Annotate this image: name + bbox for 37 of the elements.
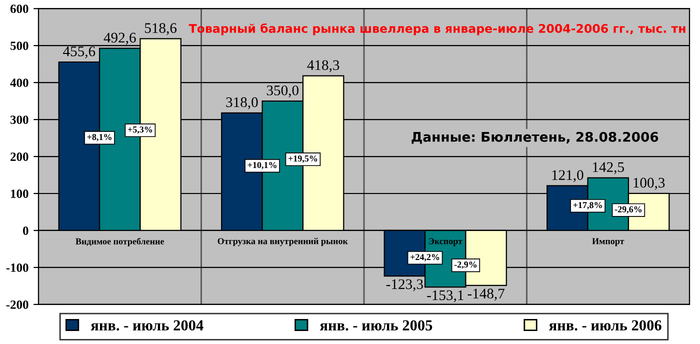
- annotation: +8,1%: [87, 134, 112, 142]
- legend-label: янв. - июль 2004: [90, 320, 204, 331]
- data-label: 142,5: [593, 162, 624, 174]
- data-label: 100,3: [634, 178, 665, 190]
- data-label: 418,3: [307, 60, 340, 72]
- data-label: -123,3: [386, 279, 423, 292]
- data-label: -148,7: [468, 288, 504, 301]
- y-tick-label: 400: [10, 78, 28, 88]
- x-tick-label: Отгрузка на внутренний рынок: [218, 238, 348, 246]
- annotation: +24,2%: [410, 254, 440, 262]
- annotation: +5,3%: [128, 126, 152, 134]
- annotation: -29,6%: [614, 206, 642, 214]
- legend-label: янв. - июль 2005: [320, 320, 432, 331]
- annotation: +10,1%: [248, 162, 276, 170]
- y-tick-label: 300: [10, 116, 28, 124]
- annotation: +19,5%: [288, 155, 318, 163]
- annotation: Данные: Бюллетень, 28.08.2006: [412, 132, 658, 144]
- data-label: 121,0: [552, 170, 584, 182]
- annotation: -2,9%: [454, 261, 477, 269]
- y-tick-label: 0: [23, 226, 28, 235]
- y-tick-label: -100: [6, 263, 28, 272]
- y-tick-label: -200: [6, 300, 28, 309]
- y-tick-label: 500: [10, 42, 28, 50]
- data-label: 455,6: [63, 46, 96, 58]
- y-tick-label: 200: [10, 152, 28, 161]
- y-tick-label: 100: [11, 190, 28, 198]
- data-label: 318,0: [226, 97, 258, 110]
- data-label: 518,6: [145, 23, 177, 36]
- data-label: -153,1: [427, 290, 464, 302]
- x-tick-label: Видимое потребление: [76, 238, 164, 246]
- x-tick-label: Экспорт: [428, 238, 462, 246]
- data-label: 492,6: [104, 32, 136, 45]
- annotation: +17,8%: [573, 202, 602, 210]
- data-label: 350,0: [266, 85, 298, 98]
- y-tick-label: 600: [10, 4, 28, 14]
- legend-label: янв. - июль 2006: [548, 320, 662, 331]
- x-tick-label: Импорт: [592, 238, 624, 246]
